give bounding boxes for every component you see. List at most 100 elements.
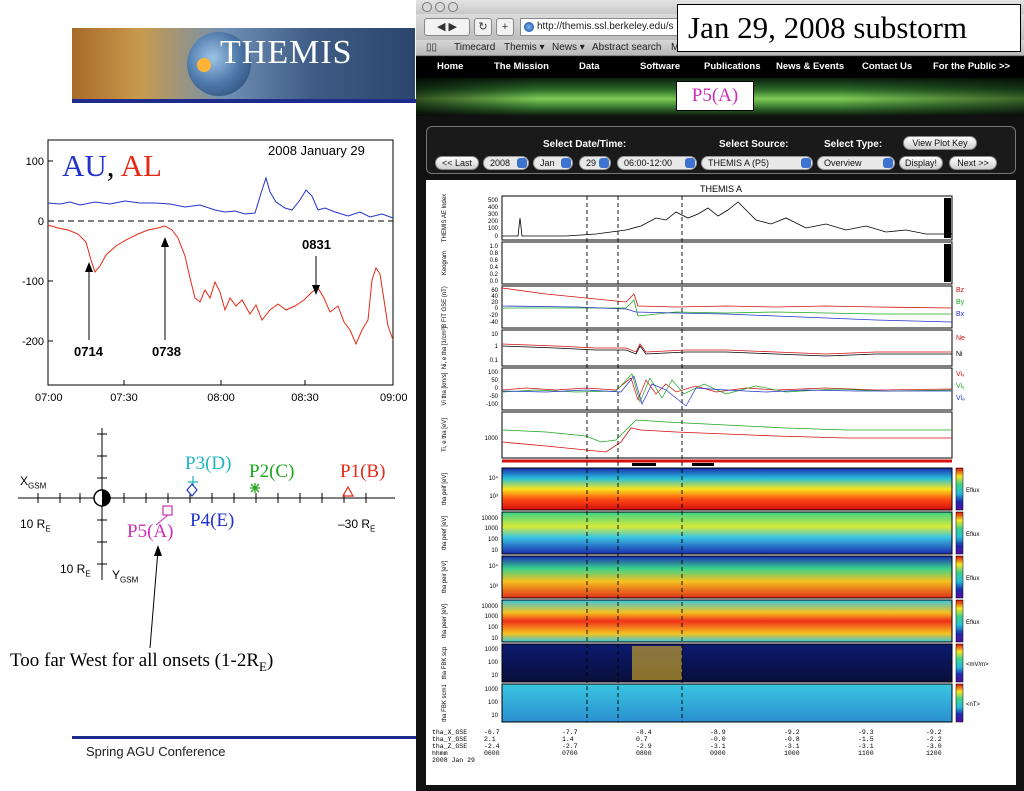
svg-text:100: 100 (488, 226, 499, 232)
svg-text:-3.0: -3.0 (926, 743, 942, 750)
minimize-window-icon[interactable] (435, 2, 445, 12)
svg-text:-3.1: -3.1 (858, 743, 874, 750)
colorbar-label: Eflux (966, 576, 979, 582)
annotation-0738: 0738 (152, 344, 181, 359)
zoom-window-icon[interactable] (448, 2, 458, 12)
svg-text:tha_Z_GSE: tha_Z_GSE (432, 743, 467, 750)
burst-bar (692, 463, 714, 466)
year-select[interactable]: 2008 (483, 156, 529, 170)
svg-text:100: 100 (488, 370, 499, 376)
select-arrow-icon (685, 158, 695, 168)
bookmark-abstract-search[interactable]: Abstract search (592, 42, 662, 53)
panel-ylabel: B FIT GSE (nT) (442, 286, 448, 328)
themis-logo: THEMIS (72, 28, 415, 100)
last-button[interactable]: << Last (435, 156, 479, 170)
arrowhead (154, 545, 162, 556)
al-trace (47, 224, 394, 346)
type-select[interactable]: Overview (817, 156, 895, 170)
svg-text:-0.8: -0.8 (784, 736, 800, 743)
svg-text:-9.2: -9.2 (926, 729, 942, 736)
legend-ne: Ne (956, 335, 965, 342)
bookmark-timecard[interactable]: Timecard (454, 42, 496, 53)
bookmark-themis[interactable]: Themis ▾ (504, 42, 545, 53)
nav-news-events[interactable]: News & Events (776, 61, 845, 72)
svg-text:10⁴: 10⁴ (489, 475, 499, 482)
add-bookmark-button[interactable]: + (496, 18, 514, 36)
svg-text:-2.7: -2.7 (562, 743, 578, 750)
select-source-label: Select Source: (719, 139, 789, 150)
spectrogram-fbk-scp (501, 643, 953, 683)
density-panel (501, 329, 953, 367)
bx-trace (501, 305, 953, 323)
panel-ylabel: THEMIS AE Index (442, 194, 448, 242)
svg-text:100: 100 (488, 537, 499, 543)
svg-text:1100: 1100 (858, 750, 874, 757)
svg-text:10: 10 (491, 548, 498, 554)
themis-overview-plot: THEMIS A Bz By Bx Ne Ni Viₓ Viᵧ Viₔ (426, 180, 1016, 785)
velocity-panel (501, 367, 953, 411)
month-select[interactable]: Jan (533, 156, 573, 170)
close-window-icon[interactable] (422, 2, 432, 12)
view-plot-key-button[interactable]: View Plot Key (903, 136, 977, 150)
source-select[interactable]: THEMIS A (P5) (701, 156, 813, 170)
nav-the-mission[interactable]: The Mission (494, 61, 549, 72)
display-button[interactable]: Display! (899, 156, 943, 170)
ae-cap (944, 198, 951, 238)
header-rule (72, 99, 417, 103)
browser-window: ◀ ▶ ↻ + http://themis.ssl.berkeley.edu/s… (416, 0, 1024, 791)
ae-panel (501, 195, 953, 241)
bookmark-more[interactable]: M (671, 42, 680, 53)
keogram-cap (944, 244, 951, 282)
svg-text:1200: 1200 (926, 750, 942, 757)
svg-text:-1.5: -1.5 (858, 736, 874, 743)
nav-publications[interactable]: Publications (704, 61, 761, 72)
bookmark-news[interactable]: News ▾ (552, 42, 585, 53)
nav-home[interactable]: Home (437, 61, 464, 72)
svg-text:tha_Y_GSE: tha_Y_GSE (432, 736, 467, 743)
nav-data[interactable]: Data (579, 61, 600, 72)
back-forward-button[interactable]: ◀ ▶ (424, 18, 470, 36)
select-arrow-icon (801, 158, 811, 168)
nav-contact-us[interactable]: Contact Us (862, 61, 913, 72)
svg-text:300: 300 (488, 212, 499, 218)
burst-bar (632, 463, 656, 466)
svg-text:0.1: 0.1 (490, 358, 499, 364)
p5-leader (155, 514, 169, 526)
callout-text: Too far West for all onsets (1-2RE) (10, 650, 274, 674)
day-select[interactable]: 29 (579, 156, 611, 170)
svg-text:hhmm: hhmm (432, 750, 448, 757)
address-bar[interactable]: http://themis.ssl.berkeley.edu/s (520, 18, 680, 36)
p5-marker (162, 505, 173, 516)
panel-ylabel: tha peif [eV] (442, 473, 448, 505)
y-tick-label: -100 (22, 276, 44, 288)
time-range-select[interactable]: 06:00-12:00 (617, 156, 697, 170)
svg-text:-9.2: -9.2 (784, 729, 800, 736)
substorm-title: Jan 29, 2008 substorm (677, 4, 1021, 52)
plot-date: 2008 January 29 (268, 143, 365, 158)
legend-viy: Viᵧ (956, 383, 965, 390)
nav-software[interactable]: Software (640, 61, 681, 72)
arrowhead (312, 285, 320, 295)
svg-text:10000: 10000 (481, 516, 498, 522)
nav-for-the-public[interactable]: For the Public >> (933, 61, 1011, 72)
next-button[interactable]: Next >> (949, 156, 997, 170)
svg-text:2008 Jan 29: 2008 Jan 29 (432, 757, 475, 764)
bz-trace (501, 287, 953, 309)
svg-text:-20: -20 (489, 313, 498, 319)
annotation-0831: 0831 (302, 237, 331, 252)
bookmarks-book-icon[interactable]: ▯▯ (426, 42, 438, 53)
reload-button[interactable]: ↻ (474, 18, 492, 36)
svg-text:0600: 0600 (484, 750, 500, 757)
svg-text:60: 60 (491, 288, 498, 294)
au-label: AU (62, 148, 107, 183)
panel-ylabel: tha peef [eV] (442, 516, 448, 550)
svg-text:-40: -40 (489, 320, 498, 326)
x-axis-ticks (37, 493, 367, 503)
p2-label: P2(C) (249, 461, 295, 482)
select-date-label: Select Date/Time: (543, 139, 627, 150)
p4-label: P4(E) (190, 510, 235, 531)
svg-text:50: 50 (491, 378, 498, 384)
colorbar-label: Eflux (966, 488, 979, 494)
colorbar (955, 467, 964, 511)
colorbar (955, 511, 964, 555)
